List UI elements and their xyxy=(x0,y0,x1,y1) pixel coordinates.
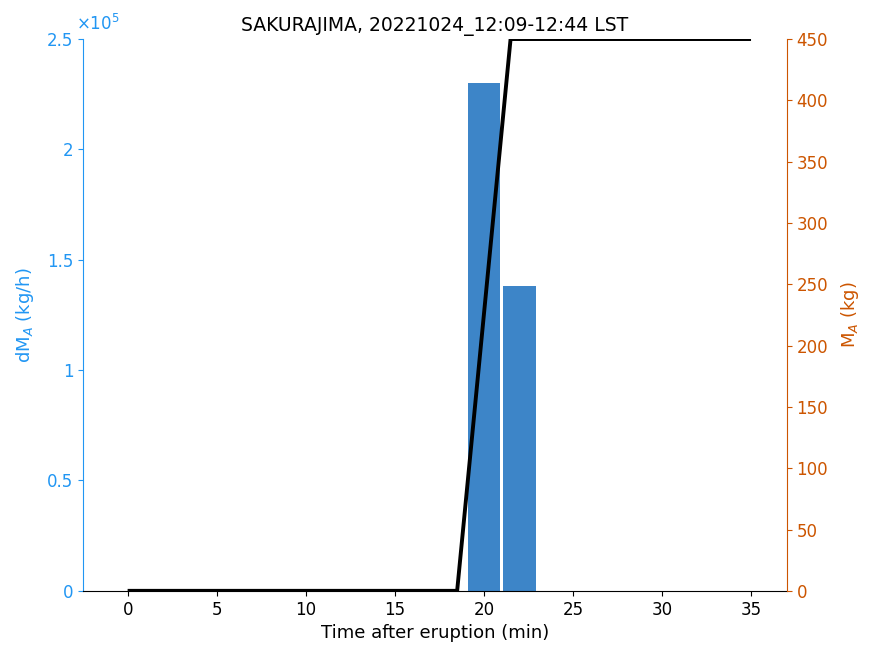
Y-axis label: dM$_A$ (kg/h): dM$_A$ (kg/h) xyxy=(14,267,36,363)
Bar xyxy=(503,286,536,591)
X-axis label: Time after eruption (min): Time after eruption (min) xyxy=(321,624,549,642)
Bar xyxy=(468,83,500,591)
Text: $\times10^5$: $\times10^5$ xyxy=(76,13,120,33)
Y-axis label: M$_A$ (kg): M$_A$ (kg) xyxy=(839,281,861,348)
Title: SAKURAJIMA, 20221024_12:09-12:44 LST: SAKURAJIMA, 20221024_12:09-12:44 LST xyxy=(242,16,628,35)
